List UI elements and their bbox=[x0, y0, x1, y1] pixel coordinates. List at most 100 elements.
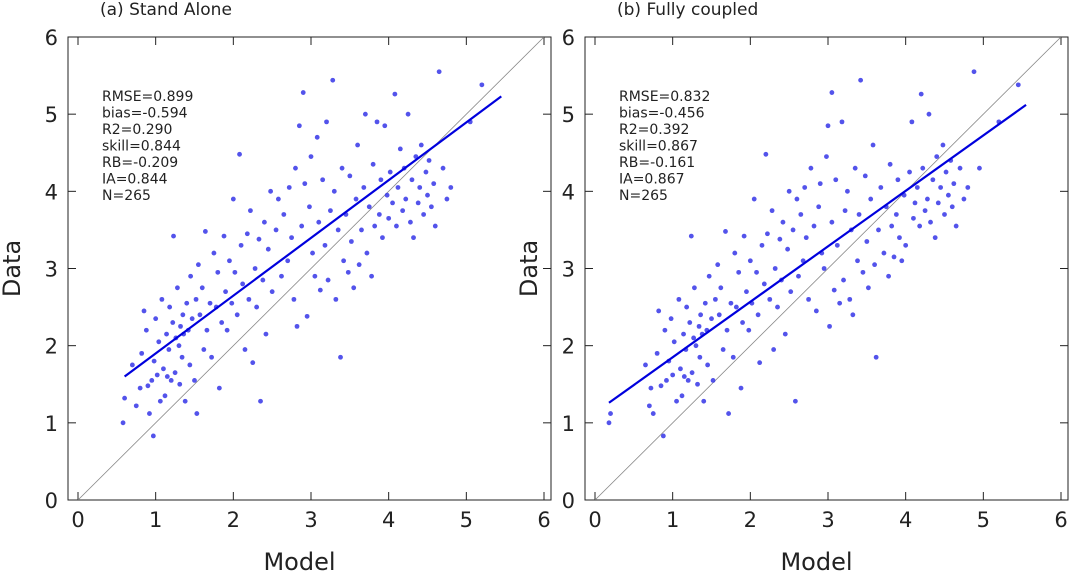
data-point bbox=[129, 362, 135, 368]
data-point bbox=[331, 188, 337, 194]
data-point bbox=[184, 300, 190, 306]
stat-text: skill=0.867 bbox=[619, 139, 698, 155]
data-point bbox=[164, 374, 170, 379]
data-point bbox=[192, 377, 197, 383]
data-point bbox=[320, 177, 326, 183]
y-axis-label: Data bbox=[515, 240, 543, 297]
data-point bbox=[384, 192, 390, 198]
data-point bbox=[872, 262, 877, 268]
data-point bbox=[658, 383, 664, 389]
data-point bbox=[934, 154, 940, 160]
stat-text: RMSE=0.899 bbox=[102, 89, 193, 105]
data-point bbox=[197, 312, 203, 318]
data-point bbox=[286, 185, 292, 190]
data-point bbox=[157, 398, 163, 404]
data-point bbox=[674, 398, 679, 404]
data-point bbox=[376, 212, 382, 217]
data-point bbox=[763, 151, 769, 157]
data-point bbox=[736, 269, 742, 275]
y-tick-label: 1 bbox=[562, 412, 575, 436]
data-point bbox=[938, 185, 944, 190]
data-point bbox=[137, 385, 143, 391]
data-point bbox=[678, 366, 683, 372]
data-point bbox=[237, 151, 242, 157]
plot-area bbox=[594, 37, 1062, 500]
data-point bbox=[681, 374, 687, 379]
data-point bbox=[712, 296, 718, 302]
data-point bbox=[873, 354, 879, 360]
data-point bbox=[697, 354, 703, 360]
y-tick-label: 4 bbox=[45, 180, 58, 204]
data-point bbox=[310, 250, 315, 256]
data-point bbox=[143, 327, 149, 333]
data-point bbox=[643, 362, 648, 368]
data-point bbox=[685, 377, 691, 383]
data-point bbox=[856, 212, 862, 217]
x-tick-label: 4 bbox=[899, 508, 912, 532]
data-point bbox=[701, 398, 707, 404]
data-point bbox=[397, 146, 403, 152]
data-point bbox=[347, 173, 353, 179]
data-point bbox=[289, 235, 294, 241]
data-point bbox=[831, 287, 837, 293]
data-point bbox=[733, 304, 739, 310]
x-tick-label: 6 bbox=[1054, 508, 1067, 532]
y-tick-label: 6 bbox=[562, 26, 575, 50]
data-point bbox=[606, 420, 612, 426]
data-point bbox=[149, 377, 155, 383]
data-point bbox=[943, 169, 949, 175]
scatter-panel-2: 0 1 2 3 4 5 60123456RMSE=0.832bias=-0.456R2=0.… bbox=[515, 0, 1069, 572]
data-point bbox=[345, 269, 351, 275]
stat-text: IA=0.867 bbox=[619, 172, 685, 188]
data-point bbox=[852, 165, 858, 171]
data-point bbox=[687, 320, 693, 325]
y-tick-label: 3 bbox=[562, 258, 575, 282]
data-point bbox=[705, 362, 711, 368]
data-point bbox=[238, 242, 244, 248]
data-point bbox=[296, 123, 302, 129]
data-point bbox=[821, 266, 827, 271]
data-point bbox=[421, 212, 427, 217]
data-point bbox=[917, 223, 923, 229]
data-point bbox=[431, 181, 437, 187]
data-point bbox=[886, 273, 891, 279]
data-point bbox=[865, 285, 871, 291]
data-point bbox=[201, 347, 207, 352]
data-point bbox=[139, 350, 145, 356]
data-point bbox=[656, 308, 662, 314]
data-point bbox=[668, 316, 674, 322]
data-point bbox=[189, 316, 195, 322]
data-point bbox=[361, 185, 367, 190]
data-point bbox=[728, 300, 734, 306]
data-point bbox=[428, 204, 434, 210]
y-axis-label: Data bbox=[0, 240, 26, 297]
data-point bbox=[150, 433, 156, 439]
data-point bbox=[263, 331, 269, 337]
y-tick-label: 2 bbox=[45, 335, 58, 359]
data-point bbox=[314, 134, 320, 140]
data-point bbox=[153, 316, 159, 322]
data-point bbox=[803, 235, 809, 241]
data-point bbox=[841, 277, 846, 283]
data-point bbox=[178, 323, 183, 329]
data-point bbox=[922, 208, 928, 214]
data-point bbox=[164, 331, 169, 337]
data-point bbox=[681, 331, 686, 337]
x-axis-label: Model bbox=[263, 548, 335, 572]
data-point bbox=[716, 312, 722, 318]
x-tick-label: 3 bbox=[304, 508, 317, 532]
data-point bbox=[806, 296, 811, 302]
data-point bbox=[726, 411, 731, 416]
data-point bbox=[754, 269, 759, 275]
data-point bbox=[122, 395, 127, 401]
data-point bbox=[786, 188, 792, 194]
data-point bbox=[260, 277, 266, 283]
data-point bbox=[767, 296, 773, 302]
data-point bbox=[219, 320, 225, 325]
data-point bbox=[912, 200, 918, 206]
x-tick-label: 5 bbox=[460, 508, 473, 532]
data-point bbox=[386, 215, 392, 221]
data-point bbox=[897, 235, 902, 241]
data-point bbox=[166, 347, 172, 352]
data-point bbox=[409, 177, 415, 183]
